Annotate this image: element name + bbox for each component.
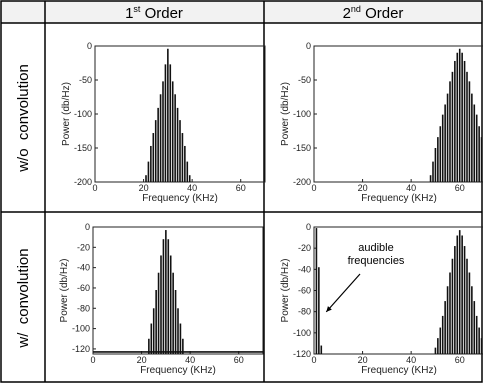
y-tick-label-40: -40 [298, 264, 311, 274]
annotation-arrowhead [326, 306, 332, 312]
y-tick-label-100: -100 [72, 324, 90, 334]
y-tick-label-150: -150 [74, 143, 92, 153]
column-header-2nd-order: 2nd Order [343, 4, 404, 22]
spectrum-panel-w-conv-1st: 0 20 40 60 -120 -100 -80 -60 -40 -20 0 Frequency (K… [59, 222, 264, 376]
x-tick-label-20: 20 [137, 355, 147, 365]
x-tick-label-0: 0 [311, 183, 316, 193]
y-tick-label-200: -200 [74, 177, 92, 187]
x-tick-label-60: 60 [455, 355, 465, 365]
x-axis-label: Frequency (KHz) [140, 365, 216, 376]
x-tick-label-40: 40 [187, 183, 197, 193]
y-tick-label-0: 0 [87, 41, 92, 51]
spectrum-panel-w-conv-2nd: 0 20 40 60 -120 -100 -80 -60 -40 -20 0 Frequency (K… [280, 222, 483, 376]
y-tick-label-0: 0 [306, 222, 311, 232]
y-tick-label-100: -100 [293, 109, 311, 119]
header-row [1, 1, 483, 23]
y-tick-label-80: -80 [298, 307, 311, 317]
x-axis-label: Frequency (KHz) [361, 193, 437, 204]
y-tick-label-150: -150 [293, 143, 311, 153]
x-axis-label: Frequency (KHz) [142, 193, 218, 204]
y-tick-label-50: -50 [298, 75, 311, 85]
y-tick-label-20: -20 [298, 243, 311, 253]
y-axis-label: Power (db/Hz) [59, 259, 70, 323]
y-tick-label-40: -40 [77, 263, 90, 273]
y-tick-label-100: -100 [293, 328, 311, 338]
annotation-text-frequencies: frequencies [348, 255, 405, 267]
y-tick-label-120: -120 [293, 349, 311, 359]
x-tick-label-20: 20 [358, 183, 368, 193]
y-tick-label-80: -80 [77, 303, 90, 313]
row-header-without-convolution: w/o convolution [15, 64, 32, 173]
y-tick-label-20: -20 [77, 242, 90, 252]
x-axis-label: Frequency (KHz) [361, 365, 437, 376]
annotation-arrow [325, 273, 361, 313]
x-tick-label-60: 60 [234, 355, 244, 365]
y-tick-label-0: 0 [306, 41, 311, 51]
y-tick-label-60: -60 [77, 283, 90, 293]
x-tick-label-20: 20 [358, 355, 368, 365]
spectrum-panel-wo-conv-2nd: 0 20 40 60 -200 -150 -100 -50 0 Frequency (KHz) Po… [280, 41, 483, 204]
y-axis-label: Power (db/Hz) [61, 82, 72, 146]
y-tick-label-100: -100 [74, 109, 92, 119]
column-header-1st-order: 1st Order [125, 4, 183, 22]
x-tick-label-40: 40 [185, 355, 195, 365]
y-axis-label: Power (db/Hz) [280, 259, 291, 323]
x-tick-label-40: 40 [406, 183, 416, 193]
x-tick-label-20: 20 [139, 183, 149, 193]
row-header-with-convolution: w/ convolution [15, 248, 32, 348]
x-tick-label-60: 60 [236, 183, 246, 193]
y-tick-label-0: 0 [85, 222, 90, 232]
x-tick-label-60: 60 [455, 183, 465, 193]
x-tick-label-0: 0 [92, 183, 97, 193]
y-tick-label-200: -200 [293, 177, 311, 187]
y-tick-label-50: -50 [79, 75, 92, 85]
x-tick-label-0: 0 [90, 355, 95, 365]
spectrum-panel-wo-conv-1st: 0 20 40 60 -200 -150 -100 -50 0 Frequency (KHz) Po… [61, 41, 266, 204]
x-tick-label-0: 0 [311, 355, 316, 365]
y-tick-label-120: -120 [72, 344, 90, 354]
annotation-text-audible: audible [358, 242, 393, 254]
y-tick-label-60: -60 [298, 286, 311, 296]
x-tick-label-40: 40 [406, 355, 416, 365]
y-axis-label: Power (db/Hz) [280, 82, 291, 146]
